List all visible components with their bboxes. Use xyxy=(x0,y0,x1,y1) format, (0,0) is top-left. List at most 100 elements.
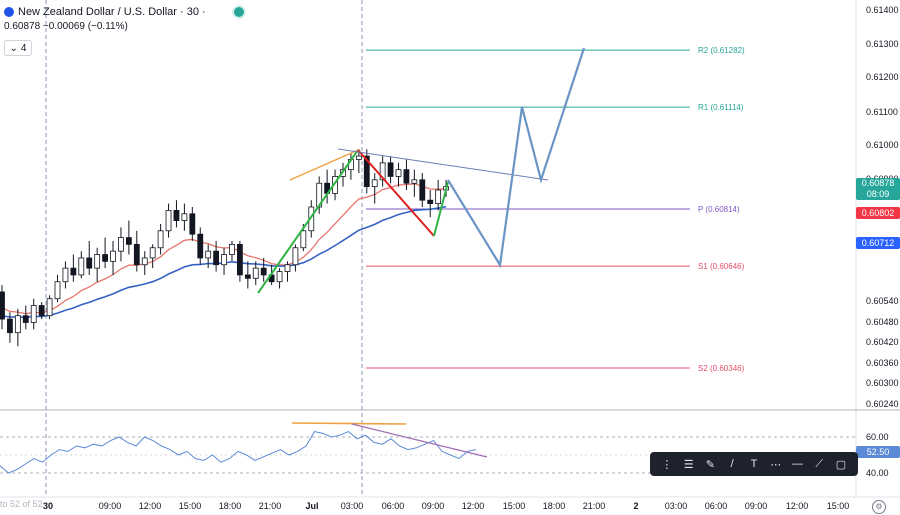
candle-up-body xyxy=(205,250,212,259)
indicators-toggle-button[interactable]: ⌄ 4 xyxy=(4,40,32,56)
candle-up-body xyxy=(229,243,235,255)
rsi-pane xyxy=(0,422,488,474)
candle xyxy=(102,237,108,269)
wave-orange-top xyxy=(289,149,359,181)
candle xyxy=(260,257,267,282)
candle-down-body xyxy=(86,257,93,269)
candle-up-body xyxy=(118,237,124,252)
candle xyxy=(371,173,378,204)
candle xyxy=(276,268,283,289)
time-tick-label: 12:00 xyxy=(786,501,809,511)
candle-down-body xyxy=(70,267,77,276)
chevron-down-icon: ⌄ xyxy=(9,42,18,54)
candle-up-body xyxy=(355,155,362,160)
candle xyxy=(157,223,164,255)
candle xyxy=(355,149,362,174)
drag-handle-icon[interactable]: ⋮ xyxy=(661,458,673,471)
candle xyxy=(387,156,394,184)
candle-up-body xyxy=(284,264,291,272)
candle xyxy=(324,169,331,204)
candle-down-body xyxy=(236,243,243,276)
chart-legend: New Zealand Dollar / U.S. Dollar · 30 · … xyxy=(4,4,244,56)
candle xyxy=(78,251,85,279)
candle xyxy=(14,308,21,347)
candle-down-body xyxy=(197,233,204,259)
price-tick-label: 0.60540 xyxy=(866,296,899,306)
candle xyxy=(292,244,299,272)
quote-values: 0.60878 −0.00069 (−0.11%) xyxy=(4,21,128,32)
price-axis[interactable]: 0.60878 08:09 0.60802 0.60712 52.50 xyxy=(856,0,900,515)
candle xyxy=(403,159,410,191)
candle xyxy=(189,207,196,241)
candle xyxy=(205,244,212,269)
candle xyxy=(30,298,37,330)
candle-down-body xyxy=(173,209,180,221)
candle xyxy=(54,274,61,303)
candle xyxy=(363,149,370,194)
candle-up-body xyxy=(14,315,21,334)
price-tick-label: 0.60360 xyxy=(866,358,899,368)
price-tick-label: 0.60480 xyxy=(866,317,899,327)
candle xyxy=(229,240,235,262)
timezone-settings-icon[interactable]: ⚙ xyxy=(872,500,886,514)
candle-up-body xyxy=(149,247,156,259)
pivot-p-label: P (0.60814) xyxy=(698,205,740,214)
time-tick-label: 21:00 xyxy=(583,501,606,511)
candle-down-body xyxy=(125,237,132,245)
line-style-icon[interactable]: ⋯ xyxy=(770,458,782,471)
symbol-title[interactable]: New Zealand Dollar / U.S. Dollar · 30 · xyxy=(18,6,206,18)
candle xyxy=(379,156,386,187)
candle-up-body xyxy=(292,247,299,266)
candle-down-body xyxy=(260,267,267,276)
rsi-divergence-top xyxy=(291,422,407,425)
candle xyxy=(165,203,172,238)
time-tick-label: 15:00 xyxy=(179,501,202,511)
text-icon[interactable]: T xyxy=(750,458,758,470)
pencil-icon[interactable]: ✎ xyxy=(705,458,716,471)
price-tick-label: 0.60240 xyxy=(866,399,899,409)
current-price-value: 0.60878 xyxy=(861,178,895,188)
candle-up-body xyxy=(276,271,283,283)
candle-up-body xyxy=(379,162,386,181)
candle-up-body xyxy=(110,250,116,262)
candle-up-body xyxy=(62,267,69,283)
candle-down-body xyxy=(189,213,196,235)
candle xyxy=(173,200,180,228)
time-tick-label: 06:00 xyxy=(382,501,405,511)
candle xyxy=(46,295,53,320)
projection-path xyxy=(447,47,586,269)
market-status-icon[interactable] xyxy=(233,7,244,17)
candle-down-body xyxy=(102,254,108,262)
candle xyxy=(395,162,402,187)
price-tick-label: 0.61100 xyxy=(866,107,898,117)
price-tick-label: 0.60300 xyxy=(866,378,899,388)
candle xyxy=(141,251,148,275)
time-tick-label: Jul xyxy=(305,501,318,511)
line-width-icon[interactable]: — xyxy=(791,458,803,470)
trend-line-icon[interactable]: ⟋ xyxy=(815,457,824,470)
candle xyxy=(197,227,204,265)
settings-box-icon[interactable]: ▢ xyxy=(835,458,847,471)
time-tick-label: 15:00 xyxy=(503,501,526,511)
candle xyxy=(70,254,77,282)
candle-down-body xyxy=(403,169,410,184)
candle xyxy=(236,240,243,282)
line-color-icon[interactable]: / xyxy=(730,458,734,470)
rsi-tick-label: 60.00 xyxy=(866,432,889,442)
candle-down-body xyxy=(419,179,426,201)
candle-down-body xyxy=(22,315,29,323)
wave-annotations xyxy=(257,47,586,294)
template-icon[interactable]: ☰ xyxy=(683,458,694,471)
candle-down-body xyxy=(38,305,45,317)
candle xyxy=(213,240,220,272)
candle xyxy=(181,203,188,231)
candle xyxy=(149,244,156,269)
ma-blue-tag: 0.60712 xyxy=(856,237,900,249)
wave-down-red xyxy=(357,149,435,237)
candle-down-body xyxy=(0,291,5,320)
candle-down-body xyxy=(213,250,220,266)
pivot-r1-label: R1 (0.61114) xyxy=(698,103,744,112)
wave-up-green-2 xyxy=(433,181,449,237)
candle xyxy=(427,190,434,218)
